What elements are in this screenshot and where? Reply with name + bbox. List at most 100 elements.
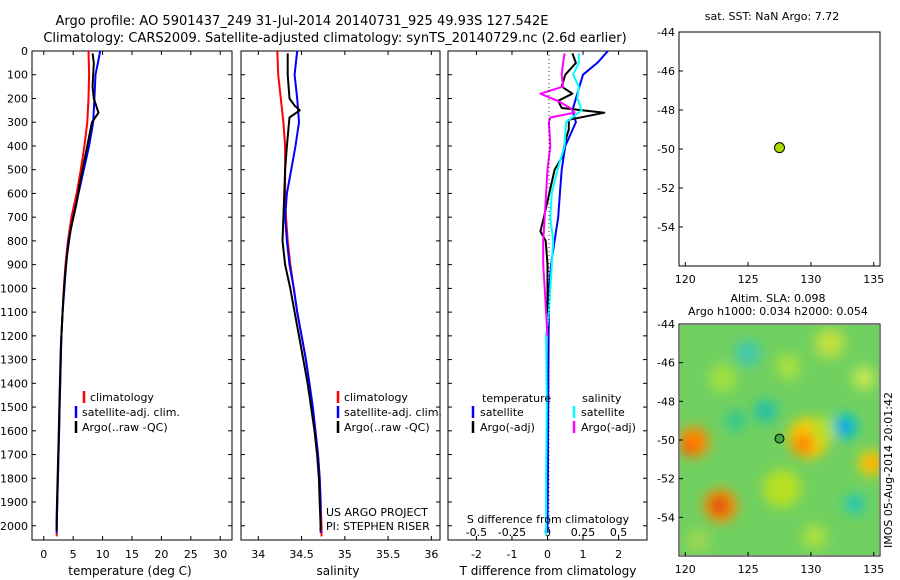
map-y-tick-label: -52 [657, 473, 675, 486]
sla-anomaly-blob [754, 399, 777, 423]
sla-map-title-line2: Argo h1000: 0.034 h2000: 0.054 [688, 305, 868, 318]
map-y-tick-label: -44 [657, 26, 675, 39]
legend-label-s-argo: Argo(-adj) [581, 421, 636, 434]
x-tick-label: 36 [424, 548, 438, 561]
legend-label-t-satellite: satellite [480, 406, 524, 419]
depth-tick-label: 2000 [0, 520, 28, 533]
sla-anomaly-blob [775, 353, 801, 380]
t-difference-xlabel: T difference from climatology [459, 564, 637, 578]
depth-tick-label: 100 [7, 69, 28, 82]
map-x-tick-label: 135 [863, 273, 884, 286]
temperature-series [55, 50, 102, 537]
sla-map-title-line1: Altim. SLA: 0.098 [730, 292, 825, 305]
temperature-legend: climatology satellite-adj. clim. Argo(..… [74, 391, 180, 434]
sla-anomaly-blob [844, 493, 865, 514]
sla-anomaly-blob [709, 364, 737, 392]
sla-anomaly-blob [838, 420, 852, 433]
map-x-tick-label: 130 [800, 563, 821, 576]
depth-tick-label: 1300 [0, 354, 28, 367]
sla-anomaly-blob [686, 529, 710, 552]
difference-legend: temperature satellite Argo(-adj) salinit… [471, 392, 636, 434]
depth-tick-label: 1100 [0, 306, 28, 319]
x-tick-label: 10 [96, 548, 110, 561]
depth-tick-label: 700 [7, 211, 28, 224]
legend-label-s-satellite: satellite [581, 406, 625, 419]
sla-anomaly-blob [763, 469, 801, 508]
depth-tick-label: 1500 [0, 401, 28, 414]
depth-tick-label: 1400 [0, 377, 28, 390]
sla-map-axis-ticks: 120 125 130 135 -44 -46 -48 -50 -52 -54 [657, 318, 884, 576]
map-y-tick-label: -50 [657, 434, 675, 447]
x-tick-label: 1 [580, 548, 587, 561]
series-line-argo-raw-qc- [55, 53, 100, 531]
series-line-argo-raw-qc- [281, 53, 322, 531]
legend-heading-salinity: salinity [582, 392, 622, 405]
depth-tick-label: 1800 [0, 472, 28, 485]
sla-anomaly-blob [792, 432, 815, 456]
salinity-legend: climatology satellite-adj. clim. Argo(..… [336, 391, 442, 434]
depth-tick-label: 400 [7, 140, 28, 153]
temperature-plot-frame [31, 50, 233, 541]
x-top-tick-label: -0.25 [498, 526, 526, 539]
sla-anomaly-blob [711, 498, 727, 514]
x-tick-label: 34.5 [289, 548, 314, 561]
map-x-tick-label: 125 [738, 273, 759, 286]
project-annotation: US ARGO PROJECT [326, 506, 428, 519]
legend-label-climatology: climatology [90, 391, 154, 404]
legend-heading-temperature: temperature [482, 392, 551, 405]
depth-tick-label: 1200 [0, 330, 28, 343]
depth-tick-label: 500 [7, 164, 28, 177]
legend-label-argo: Argo(..raw -QC) [82, 421, 168, 434]
sla-anomaly-blob [810, 417, 837, 443]
x-top-tick-label: 0.5 [610, 526, 628, 539]
map-x-tick-label: 120 [675, 563, 696, 576]
map-y-tick-label: -46 [657, 65, 675, 78]
legend-label-satellite-adj: satellite-adj. clim. [344, 406, 442, 419]
x-tick-label: 35.5 [376, 548, 401, 561]
depth-tick-label: 1000 [0, 282, 28, 295]
x-tick-label: -2 [471, 548, 482, 561]
x-top-tick-label: -0.5 [466, 526, 487, 539]
depth-tick-label: 0 [21, 45, 28, 58]
map-x-tick-label: 130 [800, 273, 821, 286]
depth-tick-label: 1900 [0, 496, 28, 509]
legend-label-satellite-adj: satellite-adj. clim. [82, 406, 180, 419]
x-top-tick-label: 0.25 [571, 526, 596, 539]
x-tick-label: 34 [251, 548, 265, 561]
depth-tick-label: 1700 [0, 449, 28, 462]
x-tick-label: 0 [40, 548, 47, 561]
depth-tick-label: 300 [7, 116, 28, 129]
sla-anomaly-blob [866, 457, 879, 469]
x-tick-label: 2 [615, 548, 622, 561]
salinity-axis-ticks: 34 34.5 35 35.5 36 [241, 50, 440, 561]
series-line-salinity-argo-adj- [539, 53, 576, 336]
map-y-tick-label: -52 [657, 182, 675, 195]
x-tick-label: 15 [125, 548, 139, 561]
sla-map-marker [774, 433, 785, 444]
map-x-tick-label: 120 [675, 273, 696, 286]
salinity-plot-frame [240, 50, 441, 541]
depth-tick-label: 600 [7, 187, 28, 200]
argo-location-point [774, 142, 785, 154]
depth-tick-label: 1600 [0, 425, 28, 438]
sla-anomaly-blob [802, 524, 828, 550]
s-difference-xlabel: S difference from climatology [467, 513, 630, 526]
x-tick-label: 20 [154, 548, 168, 561]
map-y-tick-label: -46 [657, 357, 675, 370]
difference-axis-ticks: -2 -1 0 1 2-0.5 -0.25 0 0.25 0.5 [448, 50, 647, 561]
sla-anomaly-blob [814, 328, 845, 359]
argo-location-marker [774, 433, 785, 444]
x-tick-label: 30 [213, 548, 227, 561]
x-tick-label: -1 [506, 548, 517, 561]
figure-title-line1: Argo profile: AO 5901437_249 31-Jul-2014… [55, 14, 548, 29]
legend-label-climatology: climatology [344, 391, 408, 404]
temperature-axis-ticks: 0100200300400500600700800900100011001200… [0, 45, 232, 561]
x-tick-label: 5 [70, 548, 77, 561]
map-x-tick-label: 125 [738, 563, 759, 576]
sla-anomaly-blob [725, 410, 746, 431]
temperature-xlabel: temperature (deg C) [68, 564, 191, 578]
x-tick-label: 35 [338, 548, 352, 561]
series-line-climatology [55, 50, 91, 537]
map-x-tick-label: 135 [863, 563, 884, 576]
